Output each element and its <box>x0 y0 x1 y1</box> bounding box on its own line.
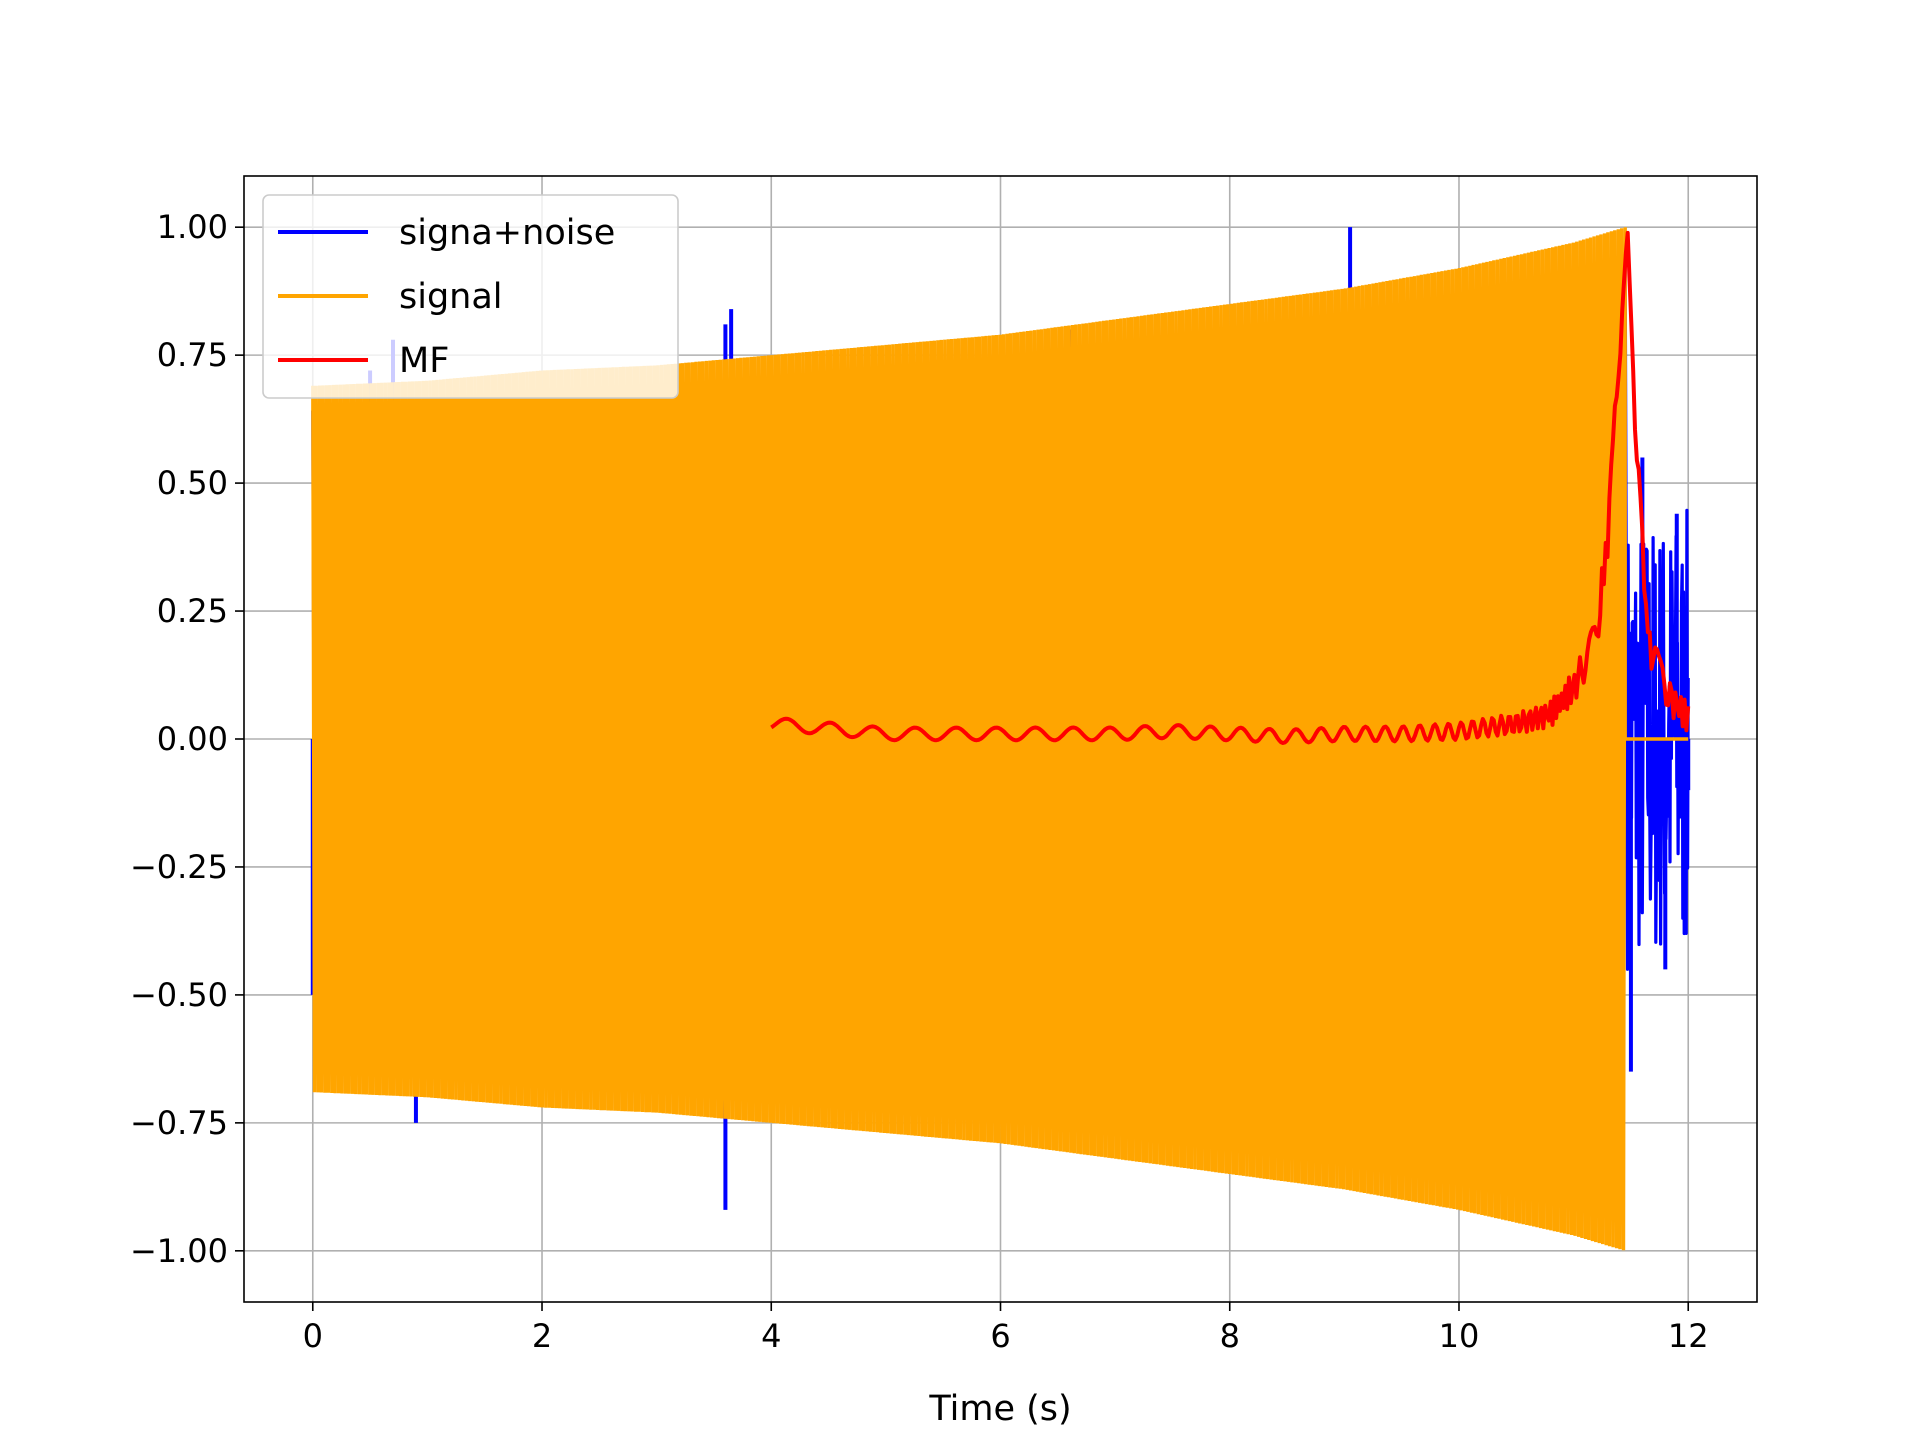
y-tick-label-2: −0.50 <box>130 976 228 1014</box>
y-tick-label-4: 0.00 <box>157 720 228 758</box>
x-axis-label: Time (s) <box>928 1389 1071 1429</box>
x-tick-label-2: 4 <box>761 1317 781 1355</box>
y-tick-label-7: 0.75 <box>157 336 228 374</box>
x-tick-label-4: 8 <box>1220 1317 1240 1355</box>
y-tick-label-0: −1.00 <box>130 1232 228 1270</box>
y-tick-label-5: 0.25 <box>157 592 228 630</box>
y-tick-label-6: 0.50 <box>157 464 228 502</box>
y-tick-label-1: −0.75 <box>130 1104 228 1142</box>
legend-label-1: signal <box>399 277 503 317</box>
series-mf-line <box>770 230 1691 745</box>
ticks: 0 2 4 6 8 10 12 −1.00 −0.75 −0.50 −0.25 0.00 0.25 0.5… <box>130 208 1709 1355</box>
y-tick-label-8: 1.00 <box>157 208 228 246</box>
x-tick-label-1: 2 <box>532 1317 552 1355</box>
legend-label-0: signa+noise <box>399 213 615 253</box>
x-tick-label-3: 6 <box>990 1317 1010 1355</box>
x-tick-label-6: 12 <box>1668 1317 1709 1355</box>
legend-label-2: MF <box>399 341 449 381</box>
legend: signa+noise signal MF <box>262 194 679 399</box>
x-tick-label-5: 10 <box>1439 1317 1480 1355</box>
x-tick-label-0: 0 <box>303 1317 323 1355</box>
series-layer <box>310 227 1691 1251</box>
legend-box <box>262 194 679 399</box>
y-tick-label-3: −0.25 <box>130 848 228 886</box>
